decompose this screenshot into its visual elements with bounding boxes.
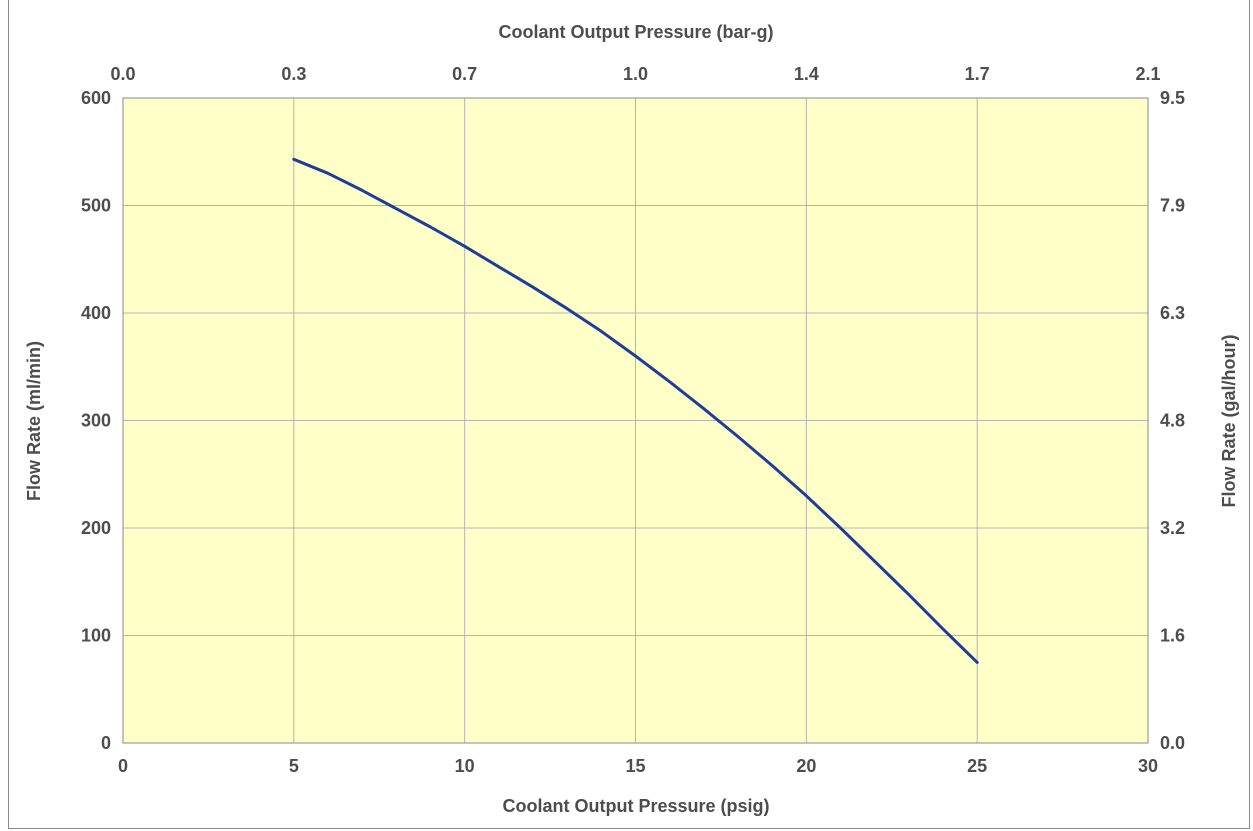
- plot-border: [122, 97, 1149, 744]
- tick-labels: 0 5 10 15 20 25 300.0 0.3 0.7 1.0 1.4 1.7 2.10100200…: [81, 64, 1185, 776]
- x-top-tick-label: 2.1: [1135, 64, 1160, 84]
- flow-rate-chart: 0 5 10 15 20 25 300.0 0.3 0.7 1.0 1.4 1.7 2.10100200…: [24, 22, 1239, 816]
- y-right-tick-label: 6.3: [1160, 303, 1185, 323]
- x-top-tick-label: 0.0: [110, 64, 135, 84]
- y-right-tick-label: 1.6: [1160, 626, 1185, 646]
- x-top-tick-label: 1.7: [965, 64, 990, 84]
- x-bottom-tick-label: 0: [118, 756, 128, 776]
- chart-frame: 0 5 10 15 20 25 30 0.0 0.3 0.7 1.0 1.4 1.7 2.1 0 100 200…: [8, 0, 1250, 829]
- y-left-tick-label: 600: [81, 88, 111, 108]
- x-bottom-tick-label: 15: [625, 756, 645, 776]
- y-left-tick-label: 300: [81, 411, 111, 431]
- x-top-tick-label: 0.3: [281, 64, 306, 84]
- y-left-tick-label: 500: [81, 196, 111, 216]
- y-right-tick-label: 4.8: [1160, 411, 1185, 431]
- y-right-tick-label: 3.2: [1160, 518, 1185, 538]
- y-right-tick-label: 0.0: [1160, 733, 1185, 753]
- y-left-tick-label: 0: [101, 733, 111, 753]
- x-bottom-tick-label: 10: [455, 756, 475, 776]
- x-axis-bottom-title: Coolant Output Pressure (psig): [502, 796, 769, 816]
- x-top-tick-label: 0.7: [452, 64, 477, 84]
- x-bottom-tick-label: 5: [289, 756, 299, 776]
- x-top-tick-label: 1.0: [623, 64, 648, 84]
- x-bottom-tick-label: 25: [967, 756, 987, 776]
- x-axis-top-title: Coolant Output Pressure (bar-g): [498, 22, 773, 42]
- y-left-tick-label: 100: [81, 626, 111, 646]
- y-left-tick-label: 200: [81, 518, 111, 538]
- grid-lines: [123, 98, 1148, 743]
- y-left-tick-label: 400: [81, 303, 111, 323]
- x-bottom-tick-label: 20: [796, 756, 816, 776]
- y-right-tick-label: 9.5: [1160, 88, 1185, 108]
- y-right-tick-label: 7.9: [1160, 196, 1185, 216]
- y-axis-left-title: Flow Rate (ml/min): [24, 341, 44, 501]
- y-axis-right-title: Flow Rate (gal/hour): [1219, 334, 1239, 507]
- flow-rate-series-line: [292, 157, 979, 664]
- x-top-tick-label: 1.4: [794, 64, 819, 84]
- x-bottom-tick-label: 30: [1138, 756, 1158, 776]
